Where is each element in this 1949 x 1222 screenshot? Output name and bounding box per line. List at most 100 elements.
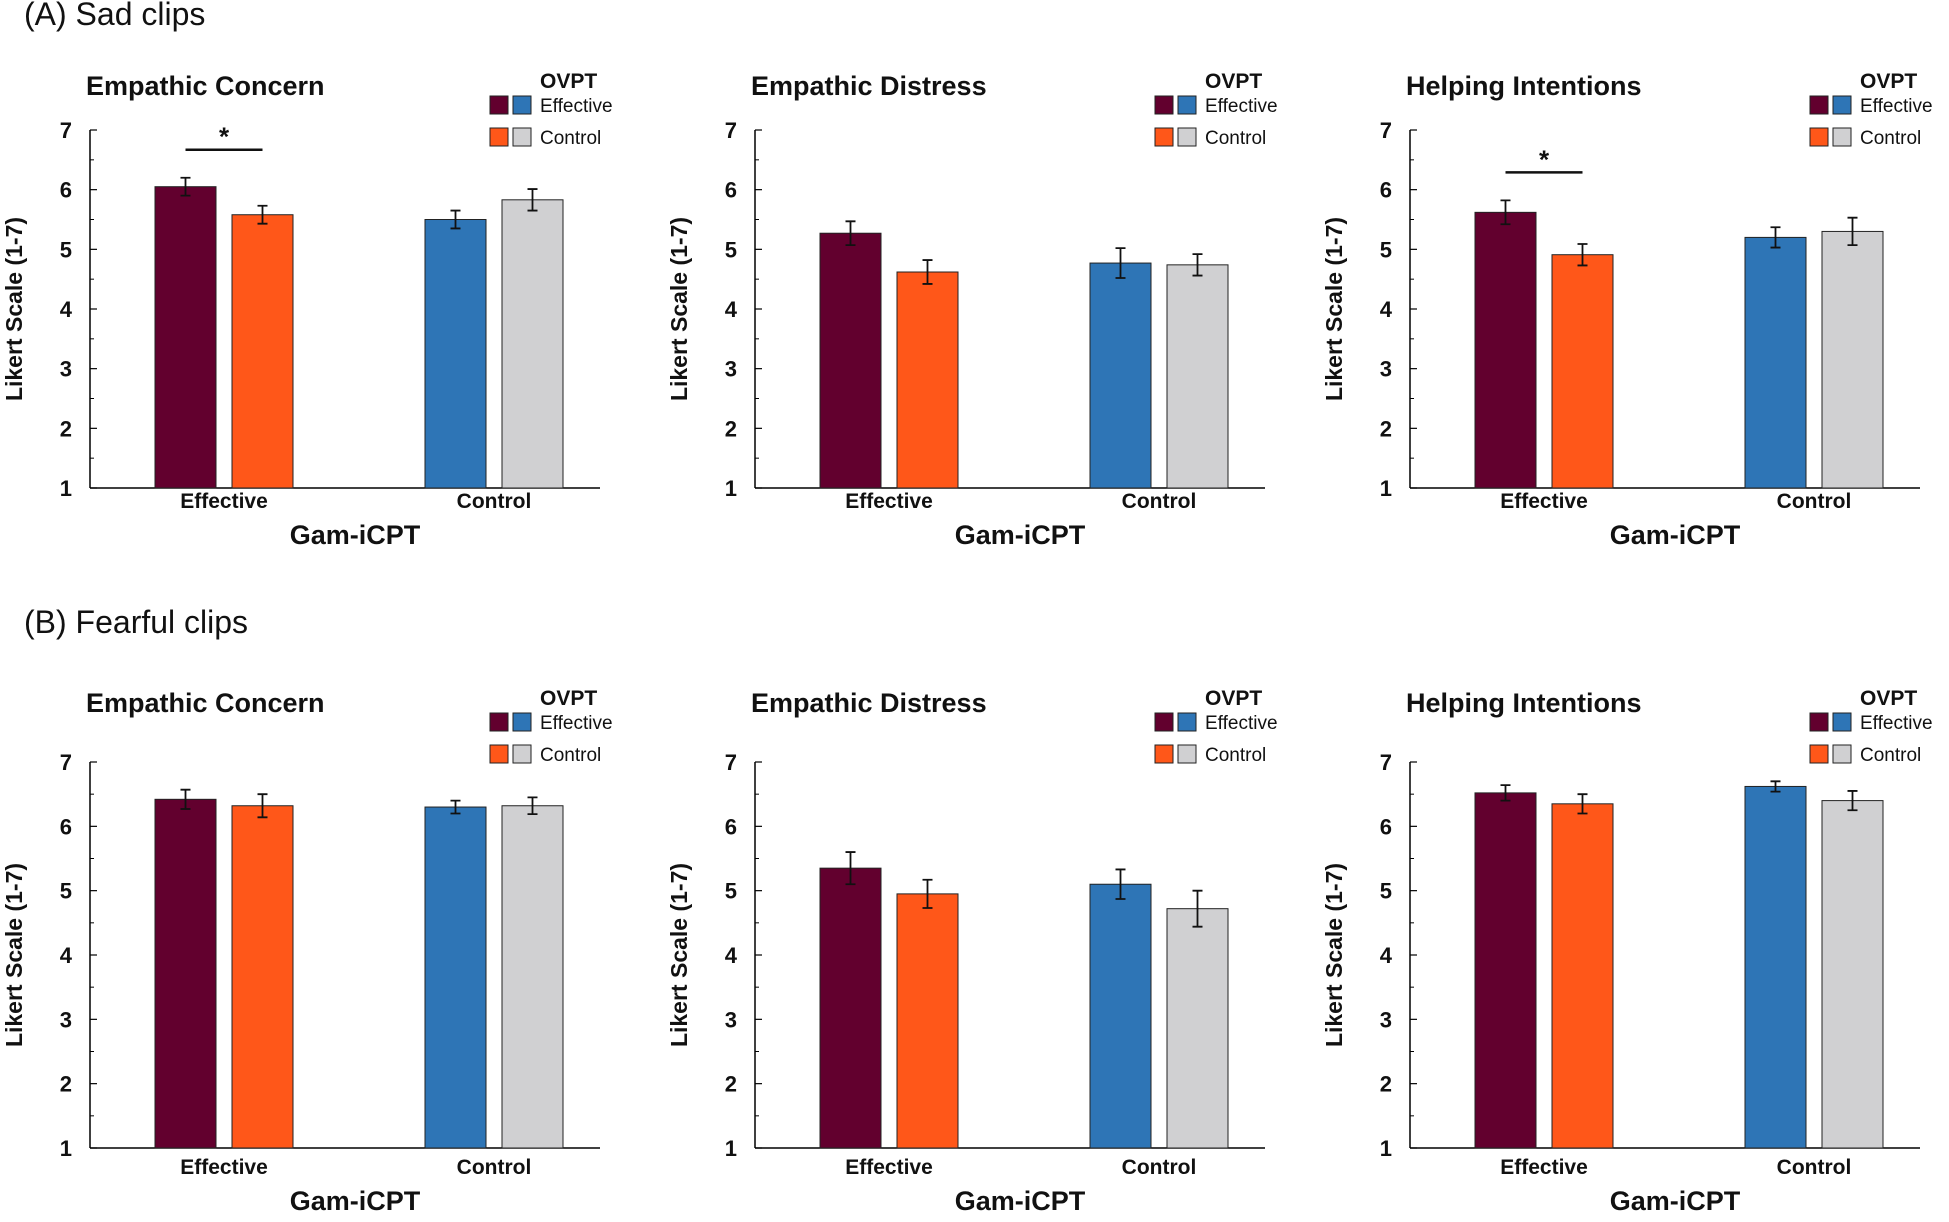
legend-title: OVPT (1205, 687, 1262, 710)
legend-swatch-control-2 (1832, 744, 1852, 764)
bar-effective-control (896, 893, 959, 1149)
error-bar (1192, 253, 1203, 277)
chart-panel: Empathic Distress 1 2 3 4 5 6 7 Likert Scale (1-… (666, 687, 1278, 1216)
y-tick-label: 7 (60, 750, 72, 775)
y-tick-label: 1 (1380, 476, 1392, 501)
error-bar (450, 209, 461, 230)
y-axis-label: Likert Scale (1-7) (1, 863, 27, 1047)
legend-swatch-control-2 (512, 744, 532, 764)
bar-control-control (1821, 230, 1884, 489)
legend-swatch-effective-1 (1154, 712, 1174, 732)
legend-swatch-effective-2 (1832, 712, 1852, 732)
legend-label-control: Control (540, 745, 601, 766)
chart-title: Empathic Concern (86, 71, 325, 101)
significance-marker: * (219, 122, 230, 152)
legend-label-effective: Effective (1205, 96, 1278, 117)
section-title-fearful-clips: (B) Fearful clips (24, 604, 249, 640)
error-bar (1500, 199, 1511, 226)
y-axis-label: Likert Scale (1-7) (1321, 217, 1347, 401)
y-tick-label: 1 (725, 476, 737, 501)
x-axis-label: Gam-iCPT (955, 520, 1086, 550)
legend-swatch-control-1 (1809, 127, 1829, 147)
y-tick-label: 1 (1380, 1136, 1392, 1161)
x-tick-label: Control (457, 1156, 532, 1179)
legend-label-effective: Effective (540, 96, 613, 117)
y-tick-label: 7 (725, 118, 737, 143)
legend-swatch-effective-1 (489, 95, 509, 115)
error-bar (1577, 793, 1588, 815)
error-bar (1770, 780, 1781, 793)
error-bar (1847, 790, 1858, 812)
error-bar (257, 793, 268, 819)
chart-title: Empathic Concern (86, 688, 325, 718)
x-tick-label: Effective (1500, 490, 1588, 513)
y-tick-label: 5 (60, 879, 72, 904)
bar-effective-control (1551, 803, 1614, 1149)
bar-effective-control (231, 214, 294, 489)
bar-control-control (1821, 800, 1884, 1149)
bar-effective-effective (819, 232, 882, 489)
legend-title: OVPT (540, 70, 597, 93)
legend-swatch-effective-1 (1809, 95, 1829, 115)
x-tick-label: Control (1777, 1156, 1852, 1179)
error-bar (1192, 889, 1203, 928)
error-bar (1115, 247, 1126, 279)
legend-label-effective: Effective (540, 713, 613, 734)
y-tick-label: 4 (725, 943, 738, 968)
chart-panel: Empathic Concern 1 2 3 4 5 6 7 Likert Scale (1-7… (1, 687, 613, 1216)
error-bar (845, 851, 856, 886)
y-tick-label: 6 (725, 178, 737, 203)
error-bar (1115, 868, 1126, 900)
legend-swatch-effective-1 (489, 712, 509, 732)
legend-swatch-control-2 (1177, 744, 1197, 764)
y-tick-label: 1 (725, 1136, 737, 1161)
chart-panel: Empathic Distress 1 2 3 4 5 6 7 Likert Scale (1-… (666, 70, 1278, 550)
x-tick-label: Effective (845, 1156, 933, 1179)
legend-label-control: Control (1205, 745, 1266, 766)
y-tick-label: 2 (60, 1072, 72, 1097)
y-tick-label: 2 (725, 1072, 737, 1097)
legend-label-control: Control (1860, 745, 1921, 766)
y-tick-label: 4 (60, 297, 73, 322)
error-bar (1847, 216, 1858, 247)
y-tick-label: 4 (725, 297, 738, 322)
legend-label-effective: Effective (1860, 713, 1933, 734)
x-tick-label: Effective (845, 490, 933, 513)
y-axis-label: Likert Scale (1-7) (666, 863, 692, 1047)
legend-swatch-control-1 (1809, 744, 1829, 764)
legend-swatch-effective-2 (1832, 95, 1852, 115)
bar-effective-effective (154, 798, 217, 1149)
legend-swatch-control-2 (1177, 127, 1197, 147)
y-tick-label: 7 (725, 750, 737, 775)
legend-swatch-control-2 (512, 127, 532, 147)
x-axis-label: Gam-iCPT (1610, 1186, 1741, 1216)
legend-title: OVPT (540, 687, 597, 710)
x-tick-label: Control (1122, 490, 1197, 513)
chart-panel: Helping Intentions 1 2 3 4 5 6 7 Likert Scale (1… (1321, 70, 1933, 550)
legend-title: OVPT (1860, 687, 1917, 710)
y-axis-label: Likert Scale (1-7) (666, 217, 692, 401)
y-tick-label: 7 (1380, 750, 1392, 775)
chart-title: Empathic Distress (751, 688, 987, 718)
y-tick-label: 1 (60, 1136, 72, 1161)
legend-swatch-control-1 (1154, 127, 1174, 147)
y-tick-label: 6 (1380, 814, 1392, 839)
error-bar (922, 878, 933, 909)
y-tick-label: 3 (60, 1007, 72, 1032)
legend-label-effective: Effective (1205, 713, 1278, 734)
y-tick-label: 6 (725, 814, 737, 839)
bar-control-effective (1089, 883, 1152, 1149)
y-axis-label: Likert Scale (1-7) (1, 217, 27, 401)
y-tick-label: 6 (60, 178, 72, 203)
y-tick-label: 3 (725, 1007, 737, 1032)
bar-effective-control (231, 805, 294, 1149)
legend-swatch-control-1 (489, 744, 509, 764)
y-tick-label: 6 (60, 814, 72, 839)
y-tick-label: 4 (1380, 297, 1393, 322)
bar-control-effective (1089, 262, 1152, 489)
legend-label-control: Control (540, 128, 601, 149)
bar-effective-effective (819, 867, 882, 1149)
legend-title: OVPT (1205, 70, 1262, 93)
y-tick-label: 5 (725, 237, 737, 262)
